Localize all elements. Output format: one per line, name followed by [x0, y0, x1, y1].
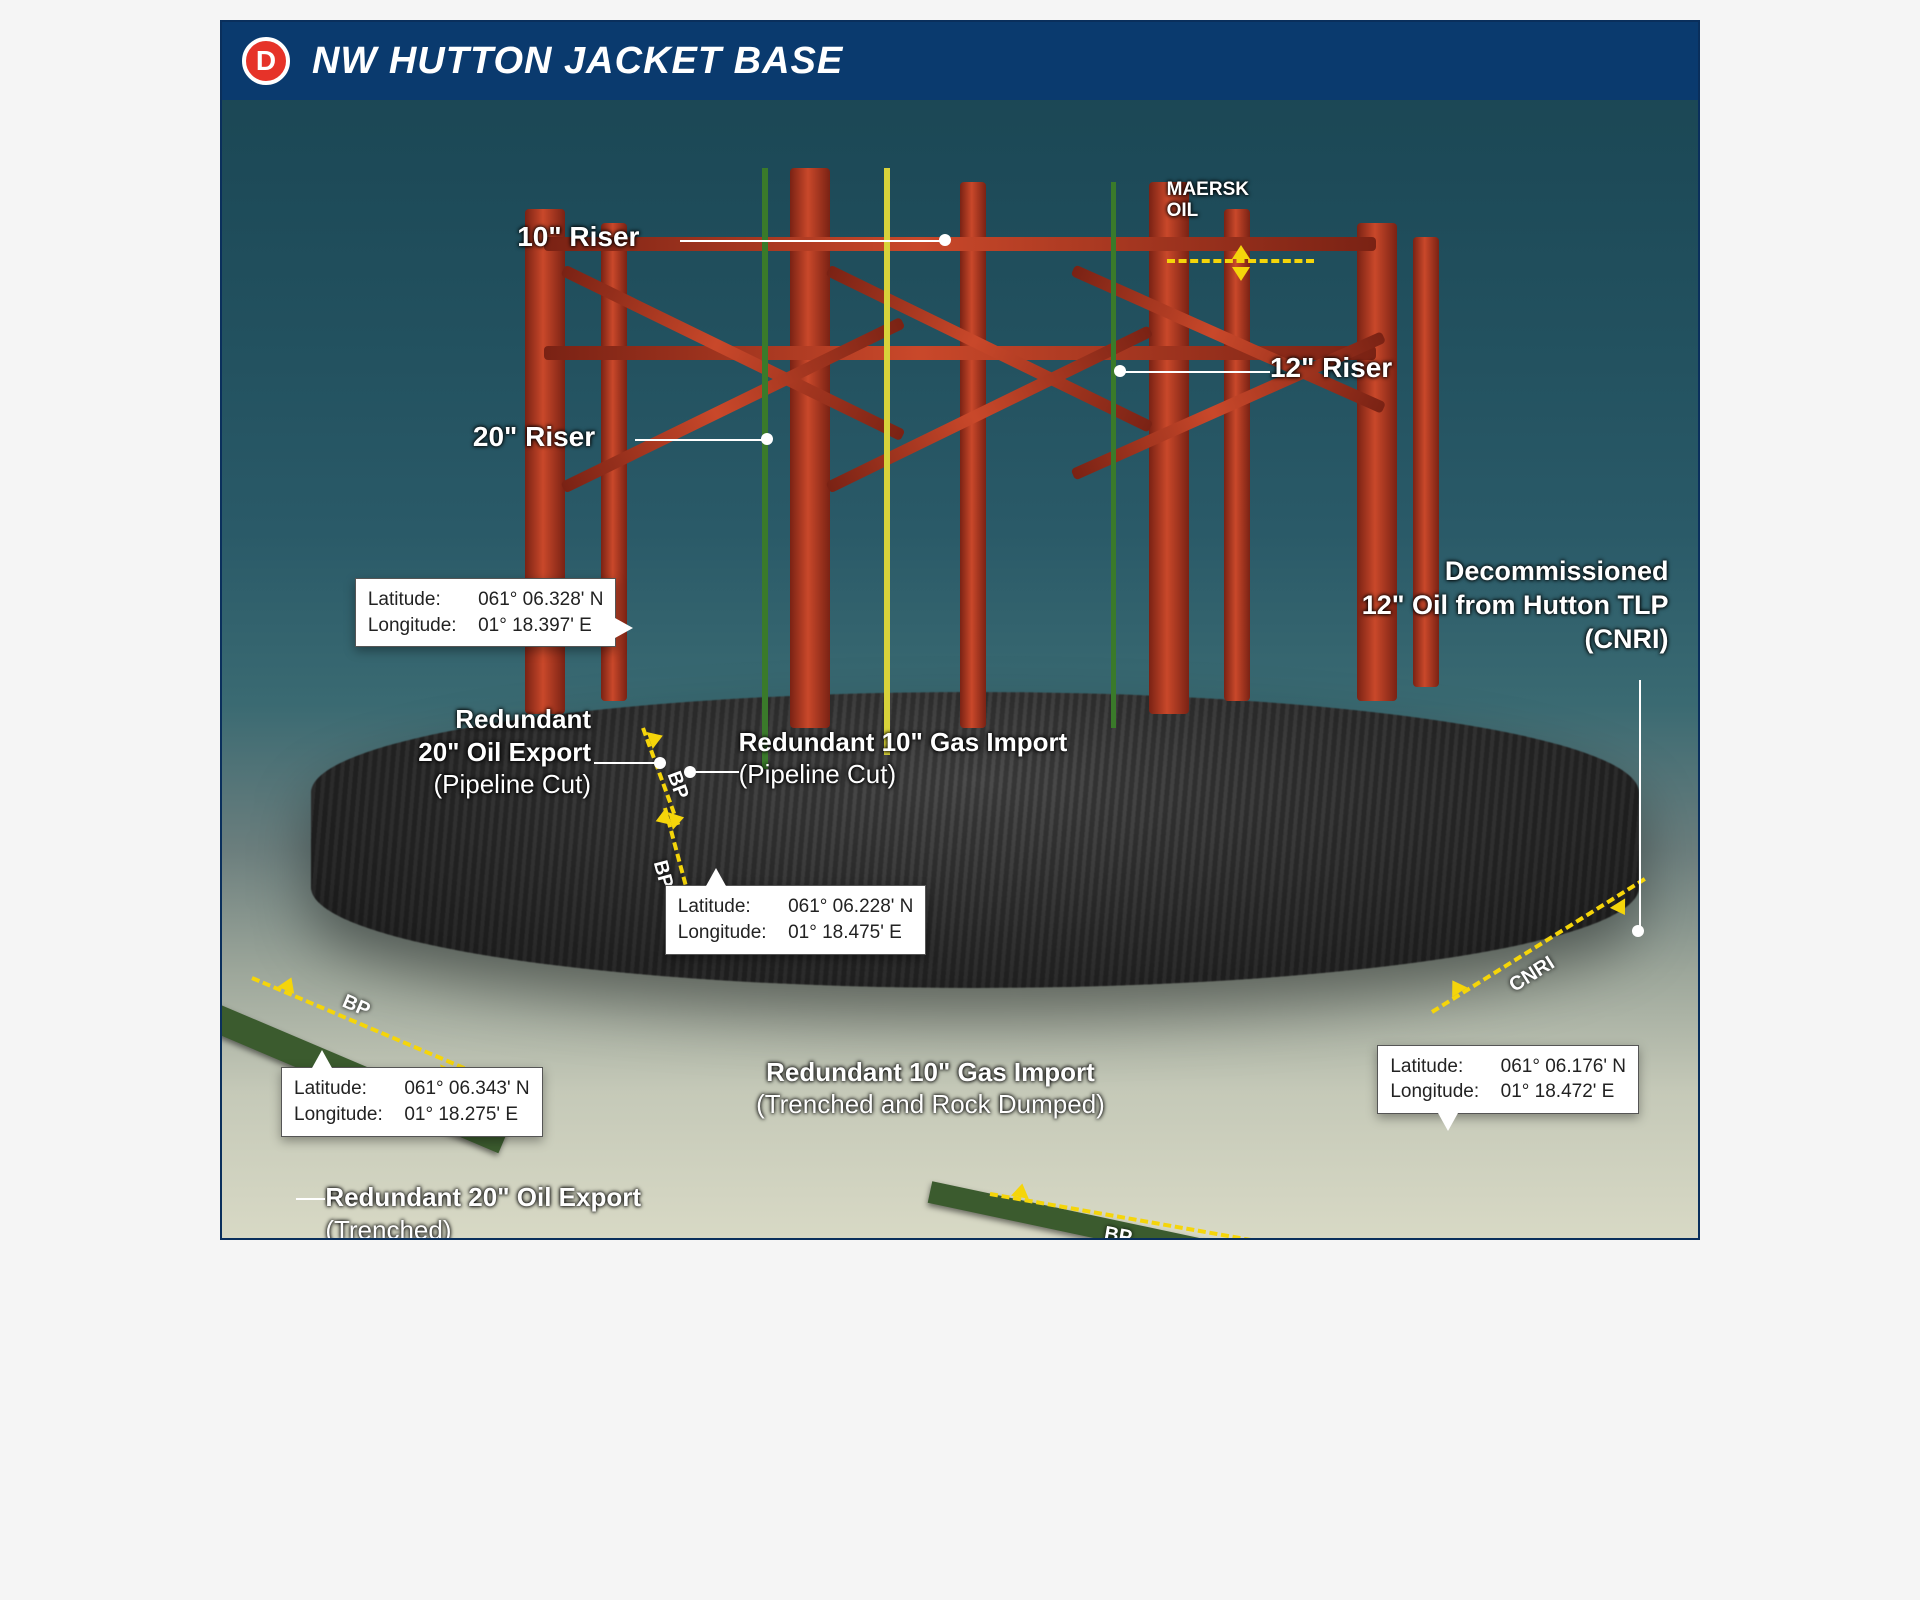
- callout-lat-label: Latitude:: [1390, 1054, 1495, 1080]
- jacket-leg: [960, 182, 986, 728]
- label-redundant-20in-pipeline-cut: Redundant 20" Oil Export (Pipeline Cut): [311, 703, 591, 801]
- leader-line: [1639, 680, 1641, 930]
- label-red10pc-line2: (Pipeline Cut): [739, 758, 1068, 791]
- header-bar: D NW HUTTON JACKET BASE: [222, 22, 1698, 100]
- callout-coords-2: Latitude: 061° 06.228' N Longitude: 01° …: [665, 885, 927, 954]
- label-12in-riser: 12" Riser: [1270, 350, 1392, 385]
- pipeline-tag: BP: [338, 991, 373, 1023]
- label-red10tr-line1: Redundant 10" Gas Import: [635, 1056, 1225, 1089]
- pipeline-tag: CNRI: [1506, 952, 1560, 997]
- callout-coords-3: Latitude: 061° 06.343' N Longitude: 01° …: [281, 1067, 543, 1136]
- callout-lon-label: Longitude:: [368, 613, 473, 639]
- callout-lat-value: 061° 06.228' N: [788, 896, 913, 917]
- label-redundant-10in-trenched: Redundant 10" Gas Import (Trenched and R…: [635, 1056, 1225, 1121]
- leader-line: [1122, 371, 1270, 373]
- label-20in-riser: 20" Riser: [473, 419, 595, 454]
- callout-lat-value: 061° 06.328' N: [478, 589, 603, 610]
- label-maersk-line1: MAERSK: [1167, 180, 1249, 201]
- leader-dot-icon: [1114, 365, 1126, 377]
- leader-dot-icon: [1632, 925, 1644, 937]
- pipeline-marker-maersk: [1167, 259, 1315, 263]
- callout-lon-value: 01° 18.472' E: [1501, 1081, 1615, 1102]
- label-red20pc-line1: Redundant: [311, 703, 591, 736]
- label-maersk-line2: OIL: [1167, 201, 1249, 222]
- callout-lat-value: 061° 06.343' N: [404, 1078, 529, 1099]
- label-decom-line2: 12" Oil from Hutton TLP: [1362, 589, 1669, 623]
- jacket-leg: [790, 168, 830, 728]
- section-badge-letter: D: [256, 45, 276, 77]
- label-decom-line1: Decommissioned: [1362, 555, 1669, 589]
- label-redundant-20in-trenched: Redundant 20" Oil Export (Trenched): [325, 1181, 641, 1240]
- leader-line: [635, 439, 768, 441]
- section-badge: D: [242, 37, 290, 85]
- riser-20in: [762, 168, 768, 769]
- label-red20pc-line3: (Pipeline Cut): [311, 768, 591, 801]
- label-decom-line3: (CNRI): [1362, 623, 1669, 657]
- label-red20tr-line1: Redundant 20" Oil Export: [325, 1182, 641, 1212]
- leader-dot-icon: [684, 766, 696, 778]
- diagram-container: D NW HUTTON JACKET BASE: [220, 20, 1700, 1240]
- callout-lon-value: 01° 18.475' E: [788, 922, 902, 943]
- callout-coords-4: Latitude: 061° 06.176' N Longitude: 01° …: [1377, 1045, 1639, 1114]
- riser-10in: [884, 168, 890, 755]
- pipeline-tag: BP: [1102, 1223, 1133, 1240]
- callout-lat-label: Latitude:: [678, 894, 783, 920]
- callout-lat-label: Latitude:: [368, 587, 473, 613]
- callout-lon-label: Longitude:: [678, 920, 783, 946]
- leader-line: [296, 1198, 326, 1200]
- label-red20pc-line2: 20" Oil Export: [311, 736, 591, 769]
- callout-lon-label: Longitude:: [1390, 1079, 1495, 1105]
- label-red10pc-line1: Redundant 10" Gas Import: [739, 726, 1068, 759]
- label-red10tr-line2: (Trenched and Rock Dumped): [635, 1088, 1225, 1121]
- callout-lat-label: Latitude:: [294, 1076, 399, 1102]
- jacket-leg: [1224, 209, 1250, 701]
- callout-lat-value: 061° 06.176' N: [1501, 1056, 1626, 1077]
- leader-line: [694, 771, 738, 773]
- jacket-brace: [544, 237, 1375, 251]
- callout-lon-value: 01° 18.275' E: [404, 1104, 518, 1125]
- leader-line: [594, 762, 660, 764]
- callout-lon-label: Longitude:: [294, 1102, 399, 1128]
- label-redundant-10in-pipeline-cut: Redundant 10" Gas Import (Pipeline Cut): [739, 726, 1068, 791]
- header-title: NW HUTTON JACKET BASE: [312, 40, 843, 83]
- label-red20tr-line2: (Trenched): [325, 1214, 641, 1240]
- callout-coords-1: Latitude: 061° 06.328' N Longitude: 01° …: [355, 578, 617, 647]
- callout-lon-value: 01° 18.397' E: [478, 615, 592, 636]
- label-10in-riser: 10" Riser: [517, 219, 639, 254]
- label-maersk-oil: MAERSK OIL: [1167, 180, 1249, 222]
- leader-line: [680, 240, 946, 242]
- riser-12in: [1111, 182, 1116, 728]
- label-decommissioned-12in: Decommissioned 12" Oil from Hutton TLP (…: [1362, 555, 1669, 656]
- scene: BP BP BP BP CNRI 10" Riser: [222, 100, 1698, 1238]
